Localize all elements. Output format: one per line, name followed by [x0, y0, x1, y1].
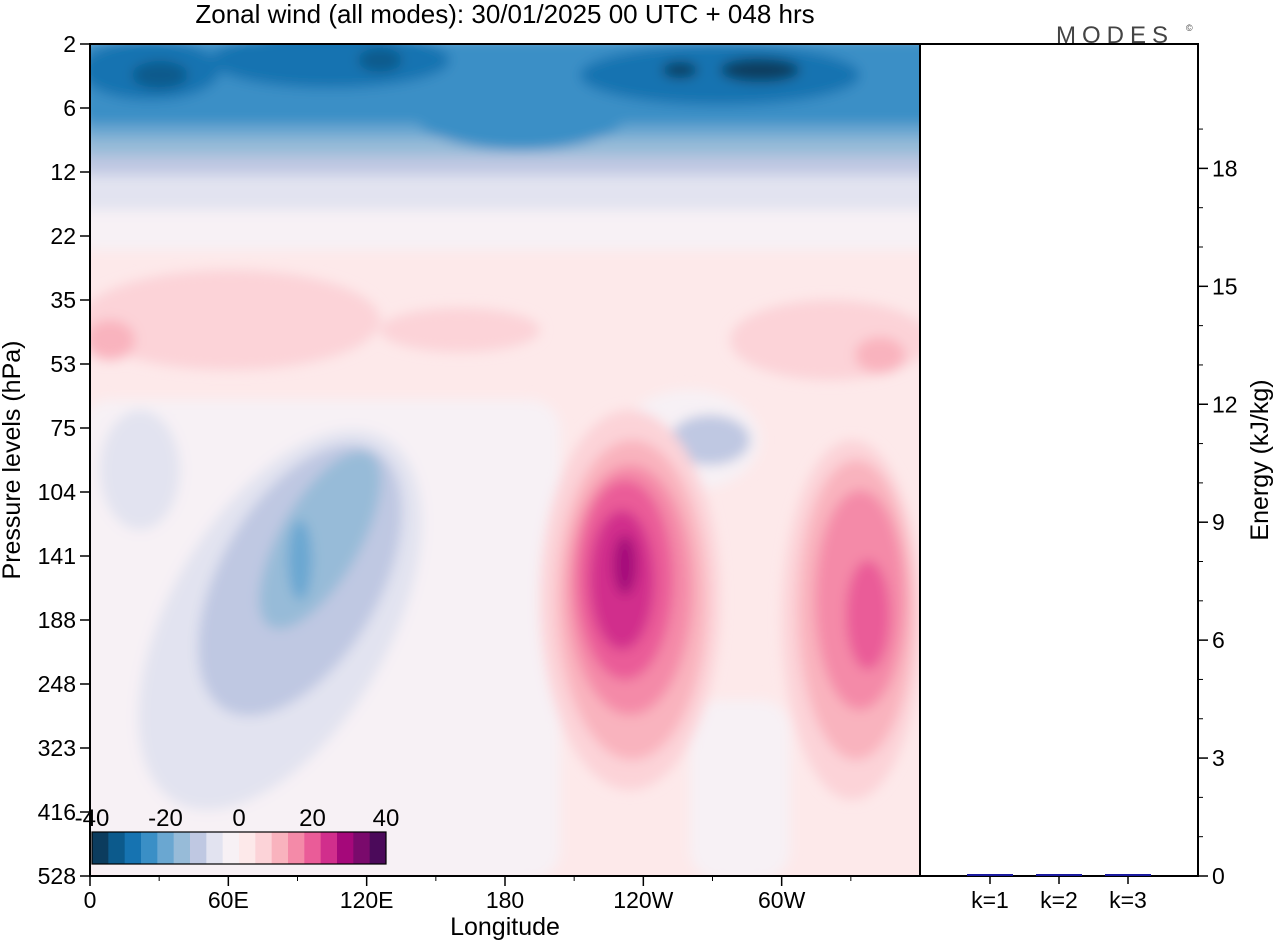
colorbar-tick-label: 0 [232, 805, 245, 832]
contour-weak-westerly [90, 270, 380, 370]
y-tick-label: 35 [50, 287, 76, 313]
y-tick-label: 248 [38, 671, 76, 697]
x-axis-label: Longitude [450, 913, 560, 941]
colorbar-frame [91, 831, 387, 865]
y-tick-label: 12 [50, 159, 76, 185]
y-tick-label: 416 [38, 799, 76, 825]
y-tick-label: 104 [38, 479, 77, 505]
x-tick-label: 120E [340, 887, 394, 913]
y-tick-label: 75 [50, 415, 76, 441]
longitude-axis: 0 60E 120E 180 120W 60W [84, 876, 852, 913]
y-tick-label: 528 [38, 863, 76, 889]
colorbar-tick-label: 20 [299, 805, 326, 832]
x-tick-label: 60W [758, 887, 806, 913]
colorbar-swatch [353, 832, 371, 864]
energy-bar [1036, 874, 1082, 876]
contour-weak-westerly [380, 308, 540, 352]
contour-westerly-10 [90, 320, 135, 360]
contour-easterly-max [720, 58, 800, 82]
colorbar: -40 -20 0 20 40 [75, 805, 400, 865]
heatmap-field [90, 44, 920, 876]
energy-chart: 0 3 6 9 12 15 18 k=1 k=2 k=3 [967, 128, 1238, 913]
contour-easterly-core [210, 44, 450, 88]
logo-mark: © [1186, 23, 1193, 33]
energy-y-tick-label: 15 [1212, 273, 1238, 299]
contour-westerly-30 [613, 535, 637, 595]
colorbar-swatch [173, 832, 191, 864]
y-tick-label: 6 [63, 95, 76, 121]
contour-easterly-10 [259, 451, 381, 629]
pressure-axis: 2 6 12 22 35 53 75 104 141 188 248 323 416 528 [38, 31, 90, 889]
y-tick-label: 188 [38, 607, 76, 633]
colorbar-swatch [124, 832, 142, 864]
contour-westerly-10 [855, 337, 905, 373]
colorbar-tick-label: -40 [75, 805, 110, 832]
energy-y-tick-label: 0 [1212, 863, 1225, 889]
x-tick-label: 180 [486, 887, 524, 913]
energy-category-label: k=1 [971, 887, 1009, 913]
colorbar-swatch [157, 832, 175, 864]
contour-easterly-core [410, 70, 630, 150]
colorbar-swatch [320, 832, 338, 864]
colorbar-tick-label: -20 [148, 805, 183, 832]
y-tick-label: 323 [38, 735, 76, 761]
energy-axis-label: Energy (kJ/kg) [1246, 379, 1274, 540]
x-tick-label: 0 [84, 887, 97, 913]
energy-y-tick-label: 6 [1212, 627, 1225, 653]
energy-y-tick-label: 12 [1212, 391, 1238, 417]
y-tick-label: 22 [50, 223, 76, 249]
y-axis-label: Pressure levels (hPa) [0, 341, 26, 580]
energy-category-label: k=2 [1040, 887, 1078, 913]
y-tick-label: 53 [50, 351, 76, 377]
chart-title: Zonal wind (all modes): 30/01/2025 00 UT… [195, 0, 814, 29]
contour-weak-easterly [100, 410, 180, 530]
colorbar-swatch [337, 832, 354, 864]
colorbar-swatch [239, 832, 256, 864]
colorbar-swatch [141, 832, 158, 864]
energy-category-label: k=3 [1109, 887, 1147, 913]
contour-easterly-5 [670, 415, 750, 465]
colorbar-swatch [206, 832, 224, 864]
colorbar-swatch [255, 832, 273, 864]
contour-easterly-max [132, 61, 188, 89]
colorbar-swatch [271, 832, 289, 864]
colorbar-swatch [108, 832, 126, 864]
contour-easterly-max [358, 48, 402, 72]
x-tick-label: 60E [208, 887, 249, 913]
contour-band-near-zero [690, 700, 790, 876]
colorbar-swatch [222, 832, 240, 864]
colorbar-tick-label: 40 [373, 805, 400, 832]
energy-frame [919, 43, 1199, 877]
colorbar-swatch [288, 832, 305, 864]
colorbar-swatch [304, 832, 322, 864]
energy-y-tick-label: 3 [1212, 745, 1225, 771]
contour-westerly-20 [846, 560, 890, 670]
contour-easterly-15 [288, 520, 312, 600]
energy-y-tick-label: 18 [1212, 155, 1238, 181]
x-tick-label: 120W [613, 887, 673, 913]
energy-bar [1105, 874, 1151, 876]
contour-easterly-core [580, 45, 860, 105]
energy-bar [967, 874, 1013, 876]
colorbar-swatch [92, 832, 109, 864]
contour-weak-westerly [730, 300, 920, 380]
colorbar-swatch [190, 832, 207, 864]
y-tick-label: 141 [38, 543, 76, 569]
energy-y-tick-label: 9 [1212, 509, 1225, 535]
contour-easterly-max [662, 62, 698, 78]
colorbar-swatch [369, 832, 387, 864]
y-tick-label: 2 [63, 31, 76, 57]
